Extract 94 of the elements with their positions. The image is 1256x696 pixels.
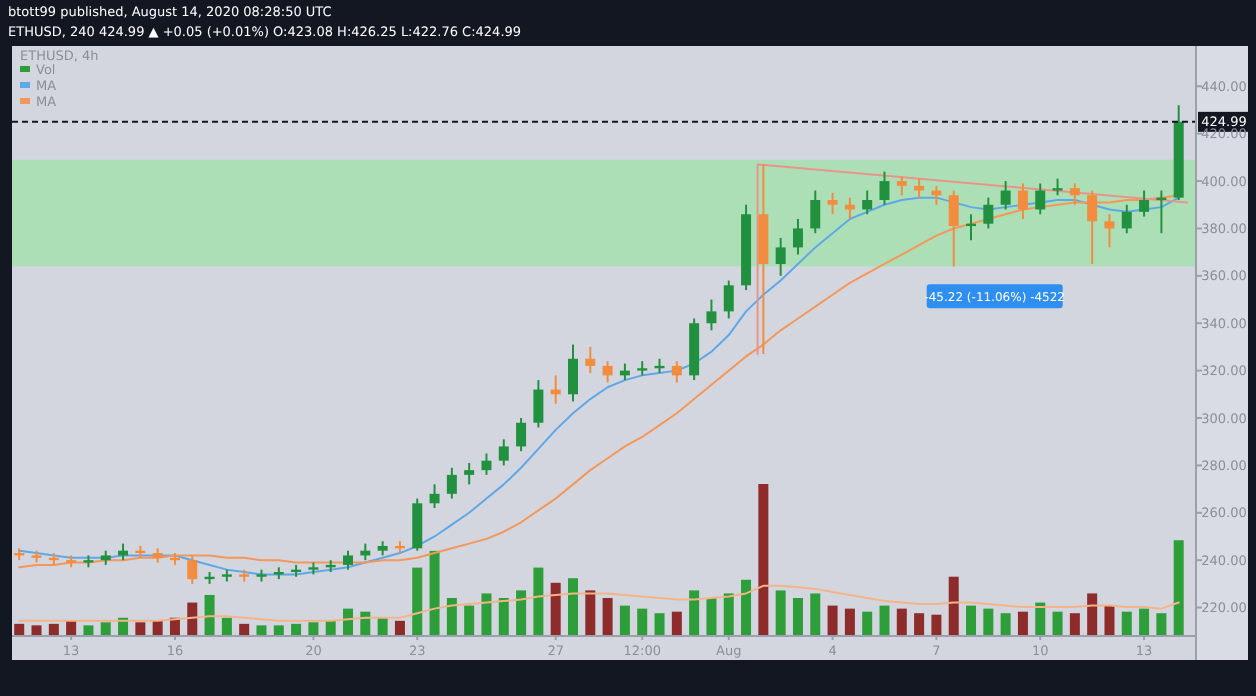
bar — [810, 593, 821, 636]
bar — [394, 620, 405, 636]
candlestick — [1000, 180, 1011, 211]
bar — [187, 602, 198, 636]
bar — [827, 605, 838, 636]
bar — [100, 622, 111, 636]
candlestick — [498, 438, 509, 467]
bar — [1000, 613, 1011, 636]
bar — [931, 614, 942, 636]
bar — [585, 590, 596, 636]
bar — [412, 567, 423, 636]
candlestick — [775, 236, 786, 277]
bar — [273, 625, 284, 636]
bar — [567, 578, 578, 636]
bar — [48, 623, 59, 636]
bar — [1052, 611, 1063, 636]
bar — [550, 582, 561, 636]
bar — [429, 550, 440, 636]
bar — [533, 567, 544, 636]
bar — [14, 623, 25, 636]
bar — [896, 608, 907, 636]
candlestick — [1104, 213, 1115, 249]
candlestick — [827, 191, 838, 216]
candlestick — [446, 466, 457, 500]
candlestick — [585, 345, 596, 374]
bar — [723, 593, 734, 636]
candlestick — [1087, 189, 1098, 265]
candlestick — [879, 170, 890, 206]
bar — [792, 598, 803, 636]
bar — [1069, 613, 1080, 636]
bar — [706, 598, 717, 636]
bar — [1087, 593, 1098, 636]
candlestick — [983, 196, 994, 230]
candlestick — [1139, 189, 1150, 218]
bar — [862, 611, 873, 636]
candlestick — [429, 483, 440, 510]
bar — [31, 625, 42, 636]
candlestick — [1121, 203, 1132, 235]
bar — [308, 622, 319, 636]
bar — [914, 613, 925, 636]
bar — [498, 598, 509, 636]
candlestick — [862, 189, 873, 216]
candlestick — [533, 379, 544, 429]
candlestick — [706, 298, 717, 332]
bar — [481, 593, 492, 636]
bar — [689, 590, 700, 636]
candlestick — [602, 360, 613, 384]
bar — [602, 598, 613, 636]
bar — [1173, 540, 1184, 636]
bar — [1104, 605, 1115, 636]
candlestick — [671, 360, 682, 384]
candlestick — [1069, 182, 1080, 206]
bar — [446, 598, 457, 636]
bar — [879, 605, 890, 636]
candlestick — [810, 189, 821, 235]
bar — [654, 613, 665, 636]
bar — [204, 594, 215, 636]
bar — [775, 590, 786, 636]
bar — [758, 484, 769, 636]
candlestick — [914, 177, 925, 199]
bar — [1035, 602, 1046, 636]
bar — [291, 623, 302, 636]
candlestick — [412, 497, 423, 552]
bar — [637, 608, 648, 636]
bar — [221, 617, 232, 636]
bar — [135, 622, 146, 636]
candlestick — [187, 554, 198, 585]
bar — [239, 623, 250, 636]
candlestick — [343, 549, 354, 571]
candlestick — [567, 343, 578, 403]
bar — [83, 625, 94, 636]
bar — [619, 605, 630, 636]
bar — [1139, 608, 1150, 636]
bar — [983, 608, 994, 636]
bar — [1121, 611, 1132, 636]
bar — [966, 605, 977, 636]
bar — [948, 576, 959, 636]
candlestick — [516, 417, 527, 453]
bar — [844, 608, 855, 636]
candlestick — [464, 462, 475, 486]
bar — [741, 579, 752, 636]
bar — [256, 625, 267, 636]
bar — [516, 590, 527, 636]
candlestick — [896, 175, 907, 197]
candlestick — [481, 452, 492, 476]
candlestick — [1017, 182, 1028, 220]
candlestick — [1035, 182, 1046, 216]
candlestick — [792, 217, 803, 256]
bar — [1017, 611, 1028, 636]
bar — [464, 605, 475, 636]
candlestick — [723, 279, 734, 320]
bar — [1156, 613, 1167, 636]
candlestick — [948, 189, 959, 268]
bar — [671, 611, 682, 636]
